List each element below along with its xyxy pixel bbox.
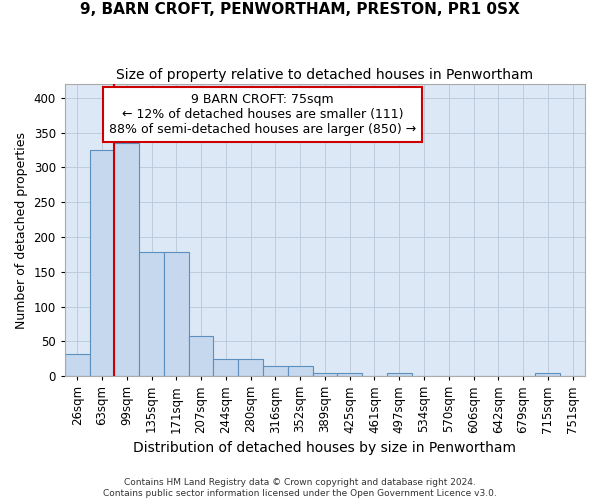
Title: Size of property relative to detached houses in Penwortham: Size of property relative to detached ho…: [116, 68, 533, 82]
Bar: [188, 336, 214, 376]
Bar: [89, 150, 115, 376]
Bar: [214, 360, 238, 376]
X-axis label: Distribution of detached houses by size in Penwortham: Distribution of detached houses by size …: [133, 441, 517, 455]
Bar: [387, 373, 412, 376]
Bar: [115, 143, 139, 376]
Bar: [535, 373, 560, 376]
Text: 9 BARN CROFT: 75sqm
← 12% of detached houses are smaller (111)
88% of semi-detac: 9 BARN CROFT: 75sqm ← 12% of detached ho…: [109, 93, 416, 136]
Bar: [288, 366, 313, 376]
Bar: [139, 252, 164, 376]
Bar: [263, 366, 288, 376]
Text: 9, BARN CROFT, PENWORTHAM, PRESTON, PR1 0SX: 9, BARN CROFT, PENWORTHAM, PRESTON, PR1 …: [80, 2, 520, 18]
Bar: [313, 372, 337, 376]
Bar: [164, 252, 188, 376]
Bar: [337, 372, 362, 376]
Text: Contains HM Land Registry data © Crown copyright and database right 2024.
Contai: Contains HM Land Registry data © Crown c…: [103, 478, 497, 498]
Bar: [65, 354, 89, 376]
Bar: [238, 360, 263, 376]
Y-axis label: Number of detached properties: Number of detached properties: [15, 132, 28, 328]
